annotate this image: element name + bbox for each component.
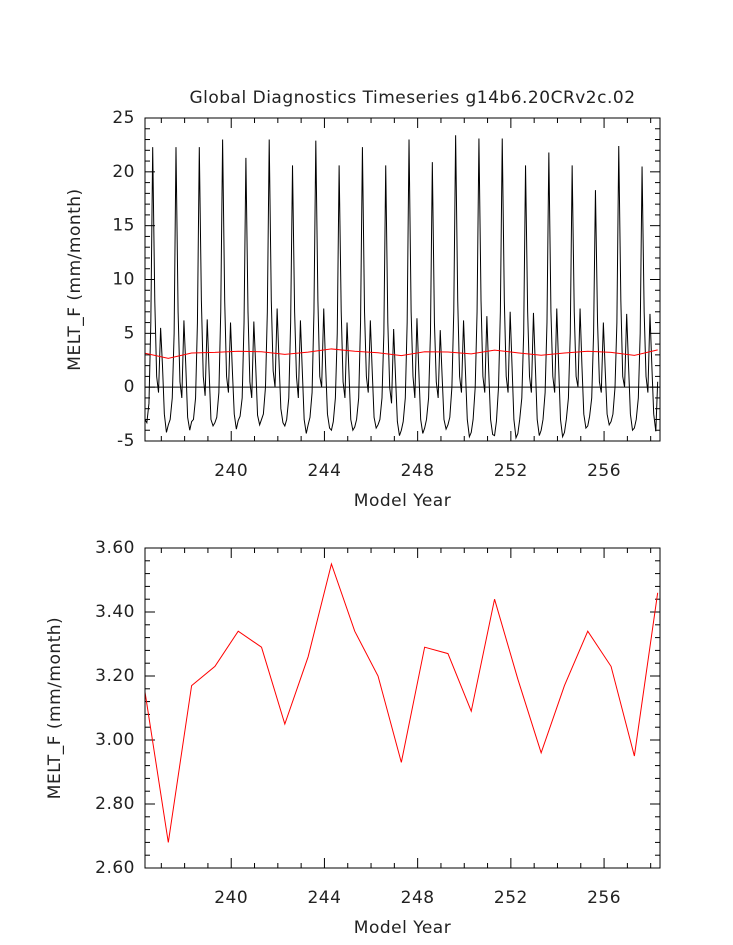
x-tick-label: 256 <box>587 888 621 908</box>
y-tick-label: 2.60 <box>95 858 135 878</box>
x-tick-label: 240 <box>214 461 248 481</box>
plot-frame <box>144 117 661 442</box>
data-line <box>145 348 658 359</box>
x-tick-label: 244 <box>307 461 341 481</box>
x-tick-label: 244 <box>307 888 341 908</box>
data-line <box>145 562 659 843</box>
y-tick-label: 0 <box>124 377 135 397</box>
x-tick-label: 252 <box>494 461 528 481</box>
plot-frame <box>144 547 661 869</box>
x-tick-label: 248 <box>401 888 435 908</box>
y-axis-label: MELT_F (mm/month) <box>65 188 85 370</box>
y-tick-label: 25 <box>112 108 135 128</box>
y-tick-label: -5 <box>117 431 135 451</box>
data-line <box>145 135 659 440</box>
y-tick-label: 3.00 <box>95 730 135 750</box>
x-tick-label: 248 <box>401 461 435 481</box>
x-tick-label: 240 <box>214 888 248 908</box>
x-tick-label: 256 <box>587 461 621 481</box>
x-axis-label: Model Year <box>354 918 451 938</box>
y-tick-label: 10 <box>112 270 135 290</box>
y-tick-label: 3.40 <box>95 602 135 622</box>
chart-title: Global Diagnostics Timeseries g14b6.20CR… <box>189 88 635 108</box>
y-tick-label: 15 <box>112 216 135 236</box>
y-tick-label: 2.80 <box>95 794 135 814</box>
x-axis-label: Model Year <box>354 491 451 511</box>
y-tick-label: 3.60 <box>95 538 135 558</box>
x-tick-label: 252 <box>494 888 528 908</box>
y-tick-label: 20 <box>112 162 135 182</box>
y-tick-label: 3.20 <box>95 666 135 686</box>
y-axis-label: MELT_F (mm/month) <box>45 617 65 799</box>
y-tick-label: 5 <box>124 323 135 343</box>
